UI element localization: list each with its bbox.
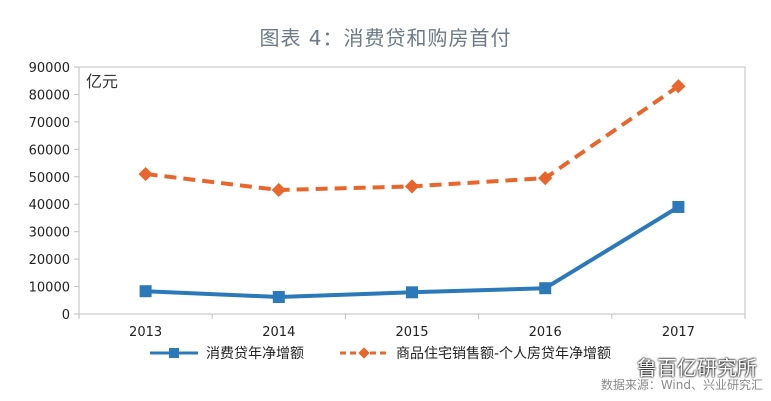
legend-swatch-dashed	[340, 347, 388, 359]
x-tick-label: 2015	[395, 325, 428, 340]
plot-frame	[78, 66, 746, 315]
watermark-text: 鲁百亿研究所	[637, 356, 757, 380]
legend-label-housing: 商品住宅销售额-个人房贷年净增额	[396, 346, 612, 362]
series-line-1	[145, 84, 680, 192]
chart-title: 图表 4：消费贷和购房首付	[259, 26, 512, 50]
data-point-1	[271, 182, 286, 198]
legend: 消费贷年净增额 商品住宅销售额-个人房贷年净增额	[150, 343, 611, 363]
series-line-0	[145, 205, 680, 299]
y-tick-label: 60000	[29, 143, 70, 158]
series-group	[138, 79, 686, 303]
y-tick-label: 70000	[29, 116, 70, 131]
data-point-0	[672, 200, 685, 213]
y-tick-label: 10000	[29, 281, 70, 296]
data-point-1	[538, 171, 553, 186]
legend-swatch-solid	[150, 348, 198, 358]
axes-group: 0 10000 20000 30000 40000 50000 60000 70000 8000…	[29, 61, 746, 340]
x-tick-label: 2016	[529, 325, 562, 340]
legend-item-consumer-loan: 消费贷年净增额	[150, 343, 304, 363]
y-tick-label: 50000	[29, 171, 70, 186]
data-point-1	[671, 79, 686, 94]
data-point-1	[404, 179, 420, 194]
data-point-0	[539, 282, 552, 295]
data-point-0	[272, 290, 285, 303]
x-tick-label: 2017	[662, 325, 695, 340]
legend-item-housing: 商品住宅销售额-个人房贷年净增额	[340, 343, 611, 363]
y-tick-label: 30000	[29, 226, 70, 241]
y-tick-label: 0	[62, 308, 70, 323]
y-tick-label: 80000	[29, 88, 70, 103]
y-tick-label: 90000	[29, 61, 70, 76]
data-point-0	[406, 286, 418, 299]
y-tick-label: 20000	[29, 253, 70, 268]
data-point-0	[139, 285, 152, 298]
x-tick-label: 2013	[129, 325, 162, 340]
y-tick-label: 40000	[29, 198, 70, 213]
data-point-1	[138, 166, 153, 182]
unit-label: 亿元	[86, 72, 119, 91]
x-tick-label: 2014	[262, 325, 295, 340]
legend-label-consumer-loan: 消费贷年净增额	[206, 346, 304, 362]
source-note: 数据来源：Wind、兴业研究汇	[600, 378, 763, 392]
